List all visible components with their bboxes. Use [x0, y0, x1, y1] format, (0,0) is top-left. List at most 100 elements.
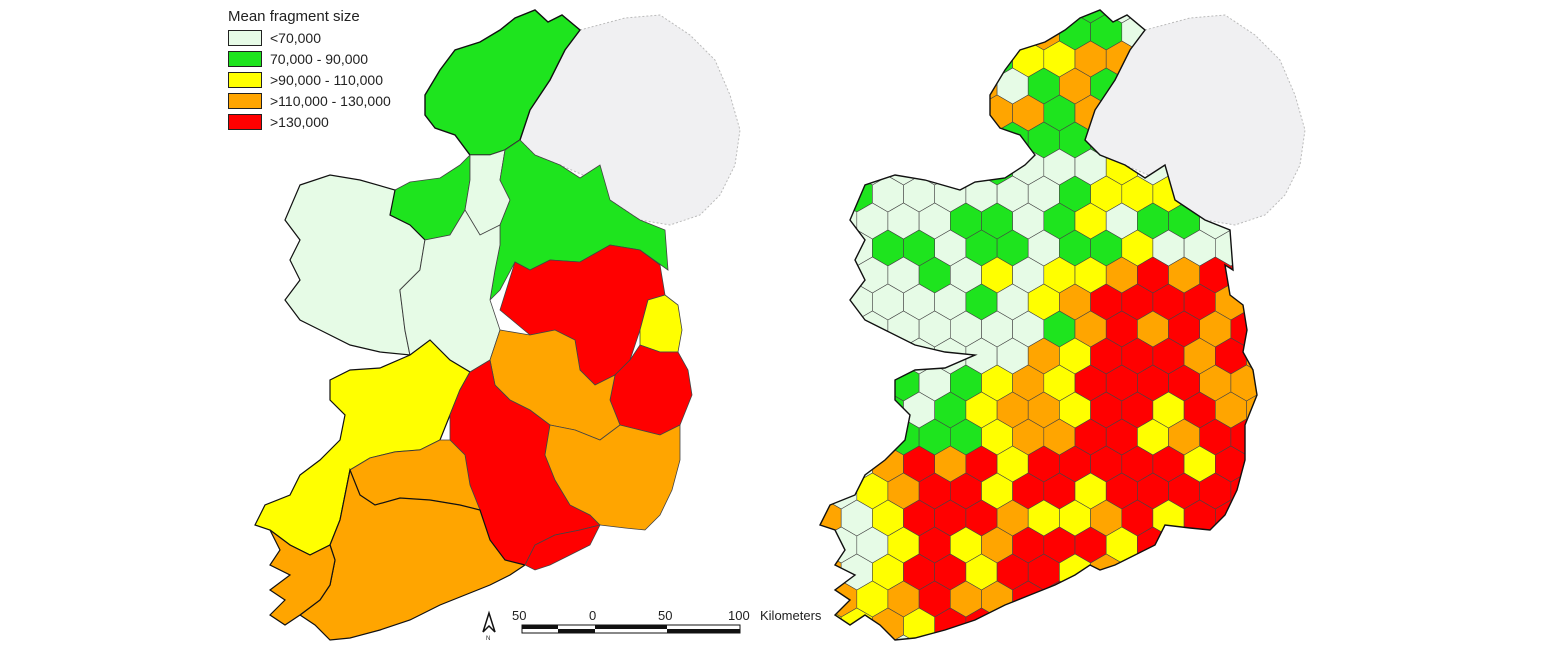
hex-cell: [872, 67, 904, 105]
hex-cell: [825, 202, 858, 240]
hex-cell: [825, 310, 858, 348]
hex-cell: [825, 418, 858, 456]
hexagon-grid-map: [819, 9, 1306, 641]
hex-cell: [1027, 607, 1060, 640]
legend-item: 70,000 - 90,000: [228, 48, 391, 69]
hex-cell: [1262, 365, 1293, 401]
hex-cell: [903, 13, 936, 51]
hex-cell: [1230, 526, 1257, 564]
hex-cell: [1012, 10, 1045, 24]
hex-cell: [820, 472, 826, 510]
legend-swatch: [228, 50, 262, 67]
hex-cell: [1199, 634, 1232, 640]
hex-cell: [820, 40, 826, 78]
county-kilkenny-wexford: [544, 424, 681, 531]
hex-cell: [1012, 634, 1045, 640]
hex-cell: [934, 13, 967, 51]
hex-cell: [1183, 607, 1216, 640]
hex-cell: [825, 10, 858, 24]
legend-item: <70,000: [228, 27, 391, 48]
hex-cell: [1090, 607, 1123, 640]
hex-cell: [840, 391, 873, 429]
hex-cell: [856, 634, 889, 640]
legend-title: Mean fragment size: [228, 8, 360, 25]
legend-swatch: [228, 92, 262, 109]
hex-cell: [949, 94, 982, 132]
hex-cell: [934, 67, 967, 105]
hex-cell: [981, 10, 1013, 24]
hex-cell: [965, 121, 998, 159]
hex-cell: [1246, 229, 1257, 267]
hex-cell: [1262, 581, 1293, 617]
north-arrow-label: N: [486, 636, 490, 642]
hex-cell: [949, 634, 982, 640]
hex-cell: [820, 364, 826, 402]
hex-cell: [1230, 256, 1257, 294]
hex-cell: [1183, 553, 1216, 591]
hex-cell: [820, 148, 826, 186]
hex-cell: [1230, 634, 1257, 640]
hex-cell: [1246, 445, 1257, 483]
hex-cell: [840, 67, 873, 105]
scale-unit-label: Kilometers: [760, 608, 822, 623]
hex-cell: [820, 256, 826, 294]
hex-cell: [1230, 10, 1257, 24]
hex-cell: [918, 634, 951, 640]
hex-cell: [820, 94, 826, 132]
hex-cell: [825, 364, 858, 402]
legend-swatch: [228, 113, 262, 130]
hex-cell: [1059, 607, 1091, 640]
legend-item: >110,000 - 130,000: [228, 90, 391, 111]
hex-cell: [872, 337, 904, 375]
hex-cell: [840, 337, 873, 375]
hex-cell: [1043, 634, 1076, 640]
hex-cell: [1105, 580, 1138, 618]
hex-cell: [949, 148, 982, 186]
hex-cell: [820, 418, 826, 456]
hex-cell: [820, 13, 842, 51]
hex-cell: [1168, 526, 1200, 564]
hex-cell: [1168, 634, 1200, 640]
hex-cell: [1137, 580, 1169, 618]
scale-bar-segment: [595, 625, 667, 629]
hex-cell: [820, 391, 842, 429]
hex-cell: [918, 10, 951, 24]
legend-label: >110,000 - 130,000: [270, 92, 391, 109]
ireland-outline-right: [819, 9, 1258, 641]
hex-cell: [872, 13, 904, 51]
hex-cell: [1246, 553, 1257, 591]
hex-cell: [1246, 499, 1257, 537]
hex-cell: [825, 94, 858, 132]
scale-bar-segment: [522, 625, 558, 629]
hex-cell: [1074, 580, 1107, 618]
hex-cell: [1105, 634, 1138, 640]
county-donegal: [424, 9, 581, 156]
hex-cell: [1152, 553, 1185, 591]
scale-label-0: 50: [512, 608, 526, 623]
hex-cell: [1199, 526, 1232, 564]
hex-cell: [1262, 311, 1293, 347]
hex-cell: [1199, 580, 1232, 618]
hex-cell: [856, 10, 889, 24]
hex-cell: [1137, 634, 1169, 640]
hex-cell: [840, 13, 873, 51]
hex-cell: [820, 229, 842, 267]
legend-swatch: [228, 29, 262, 46]
scale-label-1: 0: [589, 608, 596, 623]
hex-cell: [820, 634, 826, 640]
county-kerry: [268, 529, 336, 626]
hex-cell: [820, 445, 842, 483]
hex-cell: [981, 634, 1013, 640]
hex-cell: [949, 10, 982, 24]
legend-label: >90,000 - 110,000: [270, 71, 384, 88]
hex-cell: [918, 40, 951, 78]
county-waterford: [524, 524, 601, 571]
map-legend: Mean fragment size <70,000 70,000 - 90,0…: [228, 8, 391, 132]
northern-ireland-region-right: [1084, 14, 1306, 226]
hex-cell: [996, 607, 1029, 640]
hex-cell: [1246, 607, 1257, 640]
hex-cell: [1262, 473, 1293, 509]
hex-cell: [903, 67, 936, 105]
legend-item: >130,000: [228, 111, 391, 132]
hex-cell: [825, 634, 858, 640]
